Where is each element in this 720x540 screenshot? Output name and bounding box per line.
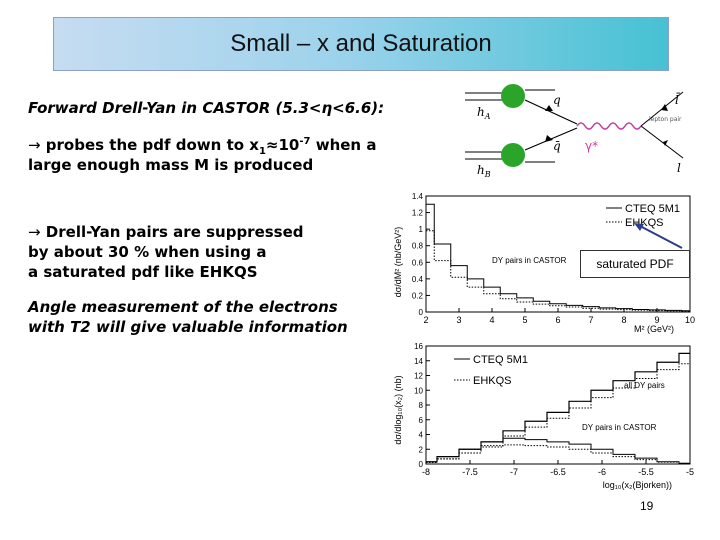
- chart2-series-1: [426, 352, 690, 463]
- photon-line: [576, 122, 642, 130]
- chart2-ytick-label: 8: [419, 401, 424, 410]
- slide-title: Small – x and Saturation: [230, 30, 492, 57]
- chart1-ytick-label: 0.8: [412, 242, 424, 251]
- chart1-legend-cteq: CTEQ 5M1: [625, 203, 680, 215]
- chart1-ytick-label: 0.2: [412, 291, 424, 300]
- label-q: q: [553, 93, 561, 107]
- chart2-ylabel: dσ/dlog₁₀(x₂) (nb): [393, 375, 403, 444]
- chart2-ytick-label: 2: [419, 445, 424, 454]
- chart1-xtick-label: 2: [423, 315, 428, 325]
- bullet-suppressed-line3: a saturated pdf like EHKQS: [28, 263, 258, 281]
- chart1-series: [426, 203, 690, 312]
- chart2-ytick-label: 16: [414, 342, 423, 351]
- hadron-a-blob: [501, 84, 525, 108]
- arrow-icon: →: [28, 223, 41, 241]
- label-h-a: hA: [477, 105, 491, 121]
- chart1-xtick-label: 10: [685, 315, 695, 325]
- chart2-xtick-label: -7: [510, 467, 518, 477]
- label-lepton-pair: lepton pair: [649, 116, 682, 123]
- arrow-icon: →: [28, 136, 41, 154]
- chart1-xtick-label: 4: [489, 315, 494, 325]
- chart2-series-4: [426, 444, 690, 464]
- saturated-pdf-callout: saturated PDF: [580, 250, 690, 278]
- chart2-legend-ehkqs: EHKQS: [473, 375, 512, 387]
- quark-line: [524, 99, 578, 125]
- chart1-ytick-label: 1.4: [412, 192, 424, 201]
- chart1-ytick-label: 0.6: [412, 258, 424, 267]
- callout-arrow: [634, 223, 683, 249]
- drell-yan-feynman-diagram: hA hB q q̄ γ* l̄ l lepton pair: [465, 84, 684, 179]
- lepton-line: [640, 125, 684, 159]
- chart2-ytick-label: 12: [414, 372, 423, 381]
- chart2-xtick-label: -7.5: [462, 467, 478, 477]
- arrow-head-icon: [634, 223, 644, 231]
- chart2-xtick-label: -8: [422, 467, 430, 477]
- label-gamma: γ*: [585, 139, 598, 153]
- chart2-xtick-label: -6.5: [550, 467, 566, 477]
- chart2-ytick-label: 4: [419, 431, 424, 440]
- label-lbar: l̄: [675, 91, 681, 107]
- chart2-series-3: [426, 437, 690, 464]
- label-l: l: [677, 161, 681, 175]
- chart1-ylabel: dσ/dM² (nb/GeV²): [393, 227, 403, 298]
- label-qbar: q̄: [553, 139, 561, 153]
- chart2-xlabel: log₁₀(x₂(Bjorken)): [603, 480, 672, 490]
- chart1-series-1: [426, 203, 690, 312]
- chart1-ytick-label: 0: [419, 308, 424, 317]
- chart1-xtick-label: 6: [555, 315, 560, 325]
- forward-drell-yan-heading: Forward Drell-Yan in CASTOR (5.3<η<6.6):: [28, 99, 385, 117]
- chart2-annotation-all: all DY pairs: [624, 381, 665, 390]
- chart2-xtick-label: -5.5: [638, 467, 654, 477]
- chart2-series-2: [426, 363, 690, 464]
- chart1-xtick-label: 8: [621, 315, 626, 325]
- chart-log-x-distribution: dσ/dlog₁₀(x₂) (nb) log₁₀(x₂(Bjorken)) CT…: [393, 342, 694, 490]
- bullet-suppressed: → Drell-Yan pairs are suppressed: [28, 223, 304, 241]
- chart1-ytick-label: 0.4: [412, 275, 424, 284]
- chart1-xtick-label: 3: [456, 315, 461, 325]
- chart1-xtick-label: 5: [522, 315, 527, 325]
- bullet-probes-pdf: → probes the pdf down to x1≈10-7 when a: [28, 136, 377, 157]
- chart2-xtick-label: -5: [686, 467, 694, 477]
- angle-measurement-line1: Angle measurement of the electrons: [28, 298, 338, 316]
- chart1-xlabel: M² (GeV²): [634, 324, 674, 334]
- bullet-probes-pdf-line2: large enough mass M is produced: [28, 156, 314, 174]
- chart-mass-distribution: dσ/dM² (nb/GeV²) M² (GeV²) CTEQ 5M1 EHKQ…: [393, 192, 695, 334]
- chart2-legend-cteq: CTEQ 5M1: [473, 354, 528, 366]
- chart2-annotation-castor: DY pairs in CASTOR: [582, 423, 657, 432]
- chart2-series: [426, 352, 690, 464]
- label-h-b: hB: [477, 163, 491, 179]
- chart1-ytick-label: 1.2: [412, 209, 424, 218]
- title-banner: Small – x and Saturation: [53, 17, 669, 71]
- chart1-xtick-label: 7: [588, 315, 593, 325]
- angle-measurement-line2: with T2 will give valuable information: [28, 318, 348, 336]
- chart2-ytick-label: 10: [414, 386, 423, 395]
- chart2-frame: [425, 345, 691, 465]
- chart2-xtick-label: -6: [598, 467, 606, 477]
- chart2-ytick-label: 6: [419, 416, 424, 425]
- chart1-annotation: DY pairs in CASTOR: [492, 256, 567, 265]
- page-number: 19: [640, 499, 654, 513]
- chart2-ytick-label: 0: [419, 460, 424, 469]
- chart1-ytick-label: 1: [419, 225, 424, 234]
- chart1-legend-ehkqs: EHKQS: [625, 217, 664, 229]
- hadron-b-blob: [501, 143, 525, 167]
- chart2-axes: -8 -7.5 -7 -6.5 -6 -5.5 -5 0 2 4 6 8 10 12 14 16: [414, 342, 694, 477]
- chart1-axes: 2 3 4 5 6 7 8 9 10 0 0.2 0.4 0.6 0.8 1 1.2 1.4: [412, 192, 695, 325]
- chart2-ytick-label: 14: [414, 357, 423, 366]
- chart1-xtick-label: 9: [654, 315, 659, 325]
- bullet-suppressed-line2: by about 30 % when using a: [28, 243, 267, 261]
